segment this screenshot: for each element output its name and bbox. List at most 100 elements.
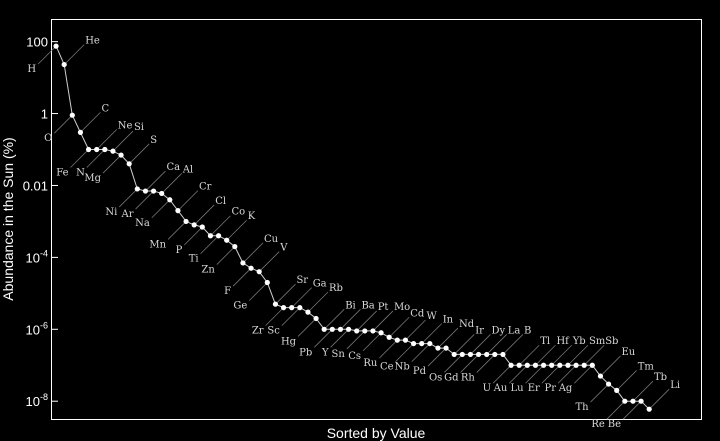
leader-line: [427, 347, 447, 367]
data-point: [313, 315, 319, 322]
point-label: Rb: [329, 283, 343, 294]
leader-line: [509, 364, 528, 384]
leader-line: [70, 149, 89, 168]
leader-line: [177, 190, 199, 211]
data-point: [264, 279, 270, 286]
data-point: [435, 345, 441, 351]
data-point: [94, 146, 100, 153]
leader-line: [632, 380, 654, 402]
data-point: [240, 260, 246, 266]
point-label: Mn: [149, 239, 166, 250]
data-point: [605, 381, 612, 387]
data-point: [175, 207, 181, 214]
y-tick-label: 10-4: [26, 248, 48, 265]
point-label: Ga: [313, 279, 327, 290]
leader-line: [518, 344, 540, 366]
data-point: [167, 197, 173, 203]
leader-line: [492, 364, 512, 384]
leader-line: [648, 388, 670, 410]
leader-line: [96, 129, 117, 150]
point-label: Ne: [118, 121, 133, 132]
data-point: [256, 269, 262, 275]
data-point: [597, 373, 604, 379]
y-tick-label: 100: [26, 35, 48, 50]
data-point: [289, 305, 295, 311]
data-point: [61, 61, 67, 68]
leader-line: [551, 344, 572, 366]
point-label: Sc: [267, 326, 280, 337]
point-label: Tb: [654, 372, 667, 383]
data-point: [402, 337, 409, 343]
leader-line: [606, 400, 626, 420]
leader-line: [541, 364, 561, 384]
data-point: [297, 305, 303, 311]
y-tick-label: 10-6: [26, 320, 48, 337]
point-label: Ar: [121, 209, 134, 220]
data-point: [459, 351, 465, 358]
label-leaders: [37, 44, 670, 420]
point-label: C: [101, 103, 109, 114]
leader-line: [184, 226, 203, 246]
point-label: Bi: [345, 300, 356, 311]
data-point: [248, 265, 254, 271]
point-label: Os: [429, 372, 442, 383]
leader-line: [460, 354, 479, 373]
leader-line: [346, 330, 366, 350]
leader-line: [535, 344, 556, 366]
data-point: [191, 222, 197, 228]
data-point: [419, 340, 425, 347]
point-label: Li: [670, 380, 680, 391]
leader-line: [557, 364, 577, 384]
point-label: Cu: [264, 234, 279, 245]
point-label: Al: [182, 164, 193, 175]
point-label: Hf: [556, 336, 570, 347]
point-label: Sr: [296, 275, 308, 286]
data-point: [69, 112, 75, 118]
leader-line: [135, 190, 154, 210]
point-label: La: [508, 325, 521, 336]
data-point: [581, 362, 587, 368]
leader-line: [421, 323, 442, 344]
leader-line: [86, 149, 106, 168]
leader-line: [502, 334, 524, 355]
leader-line: [590, 383, 609, 403]
leader-line: [275, 283, 296, 305]
data-point: [53, 43, 59, 49]
leader-line: [161, 173, 182, 194]
leader-line: [567, 344, 589, 366]
y-tick-label: 1: [41, 107, 48, 122]
data-point: [475, 351, 482, 358]
leader-line: [200, 235, 219, 255]
leader-line: [379, 339, 398, 359]
data-point: [110, 148, 116, 154]
data-point: [427, 340, 433, 347]
data-point: [549, 362, 555, 368]
leader-line: [574, 364, 593, 384]
data-point: [467, 351, 474, 358]
leader-line: [583, 344, 605, 366]
point-label: Th: [575, 402, 589, 413]
data-point: [622, 398, 628, 404]
point-label: In: [443, 315, 454, 326]
leader-line: [470, 334, 491, 355]
point-label: Y: [321, 347, 329, 358]
point-label: Cd: [410, 308, 425, 319]
data-point: [451, 351, 457, 358]
point-label: Zr: [252, 326, 264, 337]
leader-line: [54, 114, 73, 134]
point-label: Be: [608, 419, 621, 430]
data-point: [183, 218, 189, 225]
point-label: Tl: [540, 336, 550, 347]
point-label: Mo: [394, 302, 410, 313]
leader-line: [314, 329, 333, 348]
data-point: [102, 146, 108, 153]
leader-line: [372, 310, 394, 332]
point-label: Na: [135, 218, 150, 229]
point-label: Dy: [491, 325, 505, 336]
data-point: [362, 328, 368, 334]
data-point: [345, 326, 352, 332]
data-point: [337, 326, 344, 332]
point-label: Zn: [201, 265, 215, 276]
leader-line: [119, 188, 138, 208]
